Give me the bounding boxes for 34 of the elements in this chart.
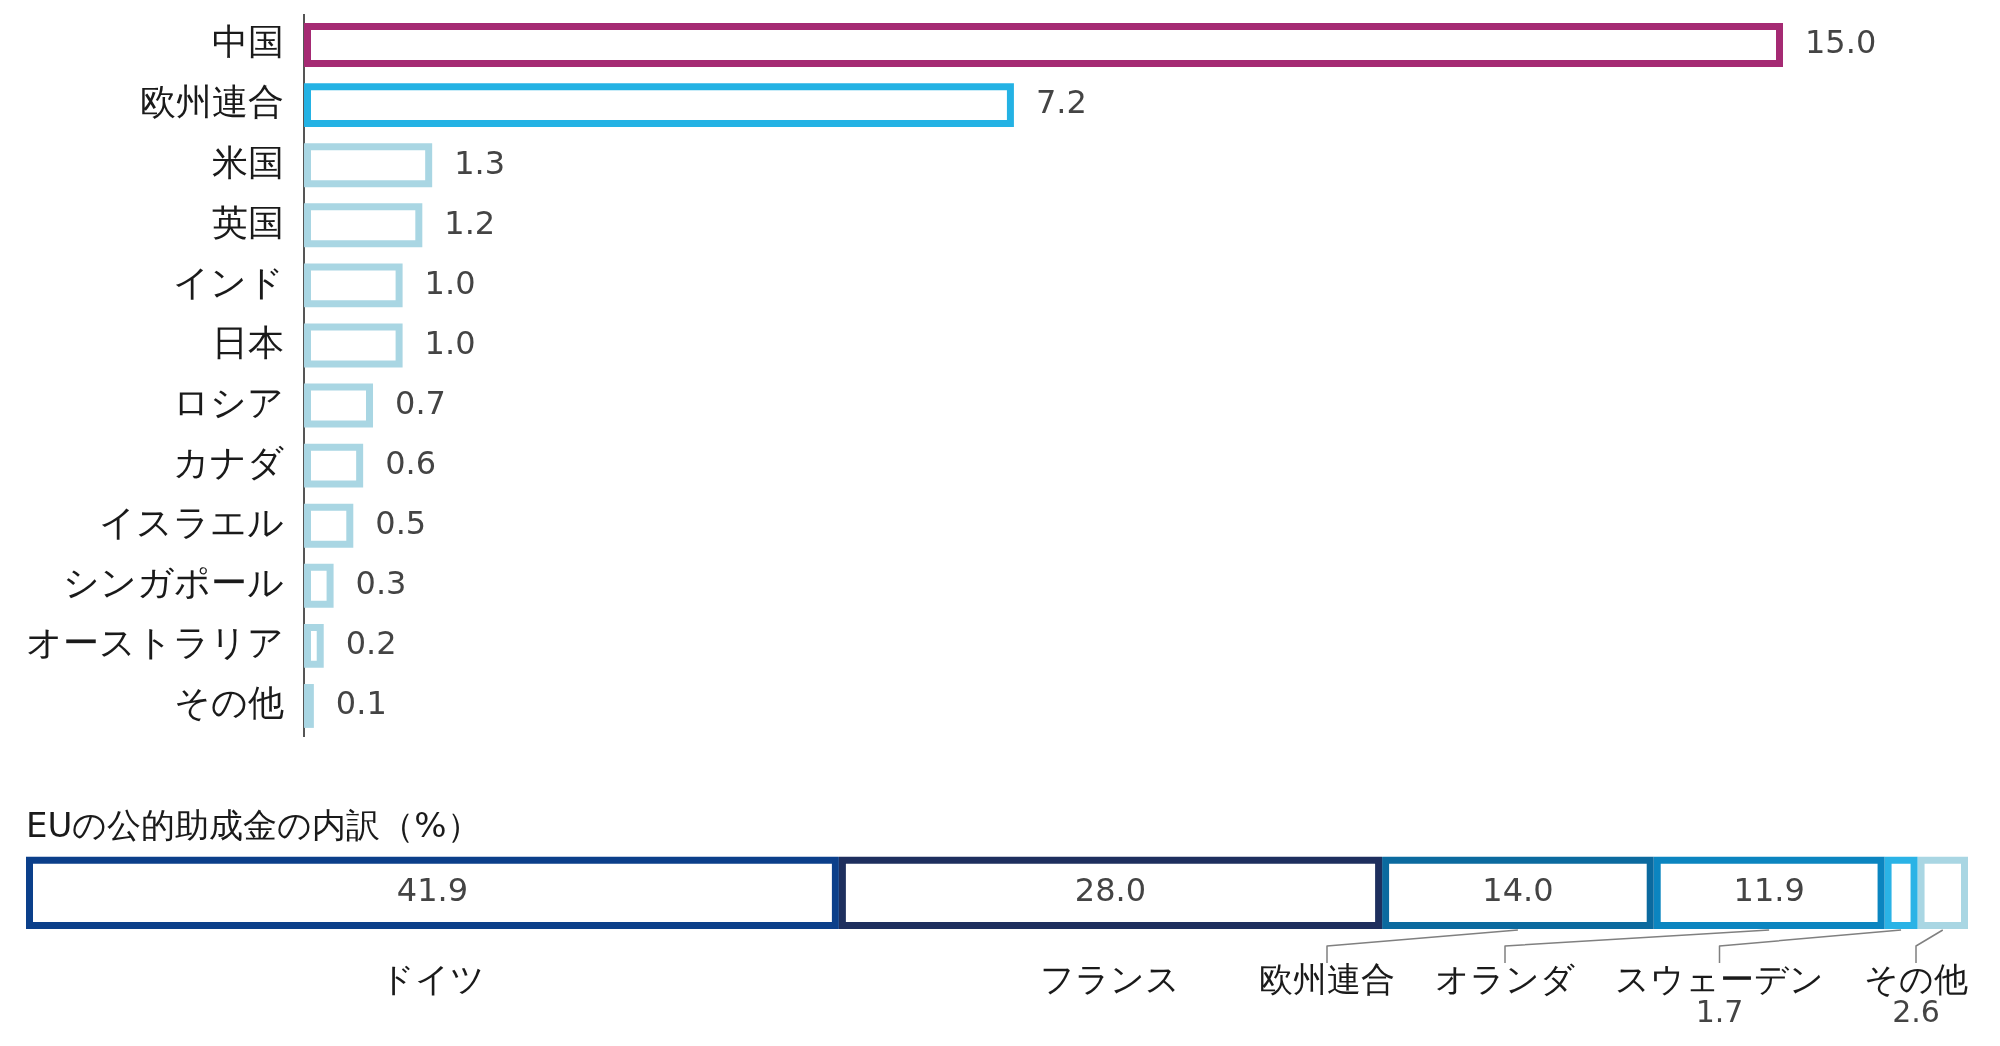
series-label: 欧州連合: [1259, 958, 1395, 999]
text: オランダ: [1435, 958, 1575, 999]
data-label: 11.9: [1733, 871, 1805, 910]
y-tick-label: 英国: [212, 201, 284, 243]
data-label: 1.2: [444, 203, 496, 242]
data-label: 0.3: [355, 564, 407, 603]
data-label: 1.3: [454, 143, 506, 182]
chart-title: EUの公的助成金の内訳（%）: [26, 805, 481, 846]
data-label: 28.0: [1074, 871, 1147, 910]
y-tick-label: 日本: [212, 321, 284, 363]
y-tick-label: 米国: [212, 141, 284, 183]
y-tick-label: インド: [173, 261, 284, 303]
data-label: 0.1: [335, 684, 387, 723]
y-tick-label: オーストラリア: [26, 622, 284, 664]
data-label: 0.7: [395, 383, 446, 422]
series-label: フランス: [1040, 958, 1181, 999]
y-tick-label: イスラエル: [99, 502, 284, 544]
data-label: 14.0: [1482, 871, 1554, 910]
series-label: ドイツ: [379, 958, 485, 999]
data-label: 0.2: [345, 624, 397, 663]
data-label: 41.9: [396, 871, 469, 910]
data-label: 15.0: [1805, 23, 1877, 62]
data-label: 7.2: [1035, 83, 1087, 122]
bar: [304, 684, 314, 728]
data-label: 1.0: [424, 263, 476, 302]
y-tick-label: その他: [174, 682, 284, 724]
data-label: 0.5: [375, 504, 427, 543]
y-tick-label: シンガポール: [63, 562, 284, 604]
y-tick-label: カナダ: [173, 441, 284, 483]
data-label: 1.0: [424, 323, 476, 362]
data-label: 0.6: [385, 443, 437, 482]
y-tick-label: ロシア: [173, 381, 284, 423]
y-tick-label: 中国: [212, 21, 284, 63]
y-tick-label: 欧州連合: [140, 81, 284, 123]
